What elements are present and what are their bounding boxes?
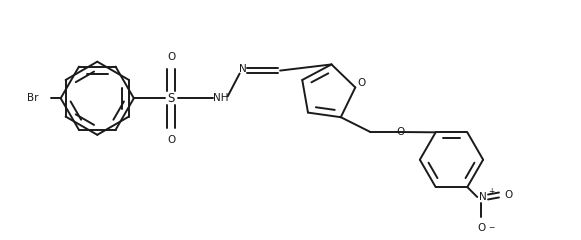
- Text: O: O: [167, 135, 175, 145]
- Text: N: N: [479, 192, 487, 202]
- Text: NH: NH: [213, 93, 228, 103]
- Text: O: O: [167, 52, 175, 62]
- Text: O: O: [396, 127, 404, 137]
- Text: O: O: [357, 78, 365, 89]
- Text: Br: Br: [27, 93, 39, 103]
- Text: O: O: [505, 190, 513, 200]
- Text: N: N: [239, 64, 246, 74]
- Text: −: −: [488, 223, 494, 232]
- Text: O: O: [477, 223, 485, 233]
- Text: +: +: [488, 186, 494, 196]
- Text: S: S: [168, 92, 175, 105]
